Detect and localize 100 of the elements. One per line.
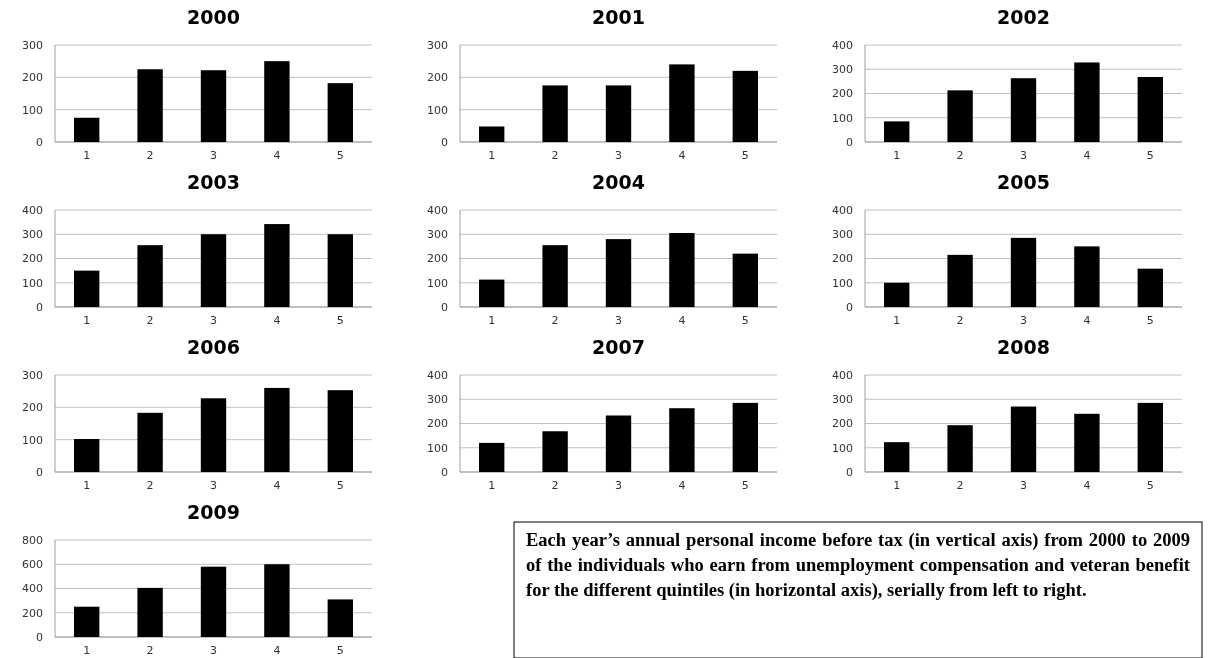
bar [542, 85, 568, 142]
bar [605, 85, 632, 142]
y-tick-label: 0 [36, 300, 43, 314]
y-tick-label: 400 [427, 203, 448, 217]
x-tick-label: 4 [1083, 314, 1091, 327]
y-tick-label: 100 [427, 276, 448, 290]
bar [605, 239, 632, 307]
y-tick-label: 200 [427, 252, 448, 266]
y-tick-label: 100 [832, 111, 853, 125]
x-tick-label: 5 [741, 149, 749, 162]
bar [479, 126, 505, 142]
chart-title: 2005 [997, 171, 1050, 193]
y-tick-label: 200 [22, 252, 43, 266]
y-tick-label: 0 [36, 630, 43, 644]
x-tick-label: 4 [273, 314, 281, 327]
x-tick-label: 2 [956, 479, 964, 492]
bar [669, 233, 695, 307]
x-tick-label: 4 [1083, 149, 1091, 162]
y-tick-label: 400 [832, 203, 853, 217]
chart-title: 2004 [592, 171, 645, 193]
bar [1074, 413, 1100, 472]
x-tick-label: 3 [210, 644, 217, 657]
y-tick-label: 100 [427, 441, 448, 455]
chart-title: 2006 [187, 336, 240, 358]
y-tick-label: 200 [427, 417, 448, 431]
y-tick-label: 300 [427, 38, 448, 52]
bar [732, 70, 758, 142]
bar [479, 442, 505, 472]
bar [327, 599, 353, 637]
chart-title: 2007 [592, 336, 645, 358]
y-tick-label: 400 [22, 203, 43, 217]
bar [542, 431, 568, 472]
bar [605, 415, 632, 472]
bar [1010, 78, 1037, 142]
chart-title: 2008 [997, 336, 1050, 358]
bar [200, 566, 227, 637]
bar [200, 70, 227, 142]
bar [884, 442, 910, 472]
bar [137, 245, 163, 307]
y-tick-label: 400 [832, 368, 853, 382]
y-tick-label: 200 [832, 252, 853, 266]
y-tick-label: 300 [22, 228, 43, 242]
x-tick-label: 3 [1020, 479, 1027, 492]
y-tick-label: 100 [22, 103, 43, 117]
x-tick-label: 1 [83, 479, 91, 492]
x-tick-label: 4 [1083, 479, 1091, 492]
x-tick-label: 3 [615, 479, 622, 492]
x-tick-label: 5 [741, 314, 749, 327]
x-tick-label: 2 [551, 479, 559, 492]
x-tick-label: 5 [336, 314, 344, 327]
bar [200, 398, 227, 472]
bar [264, 387, 290, 472]
y-tick-label: 0 [441, 465, 448, 479]
bar [137, 69, 163, 142]
x-tick-label: 5 [336, 644, 344, 657]
text: Each year’s annual personal income before tax (in vertical axis) from 2000 to 2009 of the individuals who earn from unemployment compensation and veteran benefit for the different quintiles (in horizontal axis), serially from left to right. [526, 530, 1190, 600]
x-tick-label: 1 [893, 314, 901, 327]
x-tick-label: 4 [273, 479, 281, 492]
bar [1074, 246, 1100, 307]
y-tick-label: 800 [22, 533, 43, 547]
y-tick-label: 300 [22, 368, 43, 382]
x-tick-label: 3 [210, 479, 217, 492]
y-tick-label: 400 [22, 582, 43, 596]
bar [74, 606, 100, 637]
x-tick-label: 2 [956, 314, 964, 327]
x-tick-label: 1 [83, 314, 91, 327]
bar [327, 234, 353, 307]
chart-title: 2000 [187, 6, 240, 28]
chart-title: 2003 [187, 171, 240, 193]
y-tick-label: 100 [427, 103, 448, 117]
bar [669, 64, 695, 142]
bar [264, 224, 290, 307]
y-tick-label: 100 [22, 433, 43, 447]
x-tick-label: 3 [210, 149, 217, 162]
y-tick-label: 300 [427, 393, 448, 407]
bar [884, 282, 910, 307]
x-tick-label: 5 [741, 479, 749, 492]
bar [74, 439, 100, 472]
x-tick-label: 2 [146, 479, 154, 492]
bar [1137, 402, 1163, 472]
bar [1074, 62, 1100, 142]
x-tick-label: 5 [336, 479, 344, 492]
x-tick-label: 5 [336, 149, 344, 162]
bar [947, 90, 973, 142]
y-tick-label: 0 [846, 300, 853, 314]
y-tick-label: 100 [22, 276, 43, 290]
bar [947, 254, 973, 307]
bar [137, 412, 163, 472]
bar [74, 270, 100, 307]
y-tick-label: 0 [441, 135, 448, 149]
x-tick-label: 1 [488, 314, 496, 327]
bar [1010, 406, 1037, 472]
y-tick-label: 200 [832, 417, 853, 431]
bar [542, 245, 568, 307]
x-tick-label: 2 [146, 644, 154, 657]
x-tick-label: 2 [551, 149, 559, 162]
x-tick-label: 4 [273, 149, 281, 162]
x-tick-label: 2 [551, 314, 559, 327]
x-tick-label: 2 [956, 149, 964, 162]
bar [1137, 77, 1163, 142]
